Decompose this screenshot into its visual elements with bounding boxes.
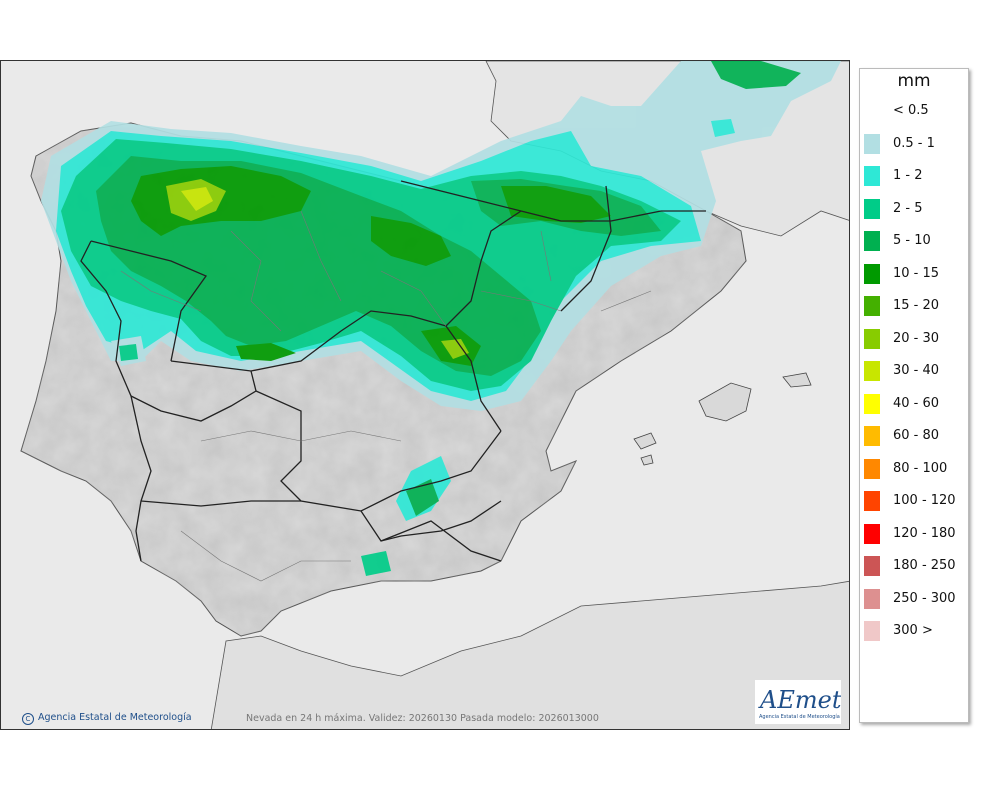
legend-swatch [864,556,880,576]
legend-swatch [864,426,880,446]
africa-land [210,580,849,729]
legend-label: 180 - 250 [893,558,956,573]
region-borders [90,185,612,562]
legend-label: 80 - 100 [893,460,948,476]
legend-item: 15 - 20 [864,296,966,316]
legend: mm < 0.5 0.5 - 1 1 - 2 2 - 5 5 - 10 10 - 15 15… [859,68,969,723]
legend-item: 60 - 80 [864,426,966,446]
legend-item: 0.5 - 1 [864,133,966,154]
legend-item: 5 - 10 [864,231,966,251]
legend-label: 300 > [893,623,933,638]
legend-swatch [864,101,880,121]
legend-swatch [864,328,880,349]
legend-label: 15 - 20 [893,298,940,313]
credit-text: Agencia Estatal de Meteorología [38,712,192,723]
legend-item: 10 - 15 [864,263,966,284]
legend-swatch [864,491,880,511]
logo-subtitle: Agencia Estatal de Meteorología [759,713,840,720]
snowfall-map [20,61,849,729]
legend-swatch [864,621,880,641]
copyright-icon: C [22,713,34,725]
legend-item: 180 - 250 [864,556,966,576]
legend-swatch [864,361,880,381]
legend-swatch [864,296,880,316]
legend-swatch [864,133,880,154]
legend-label: < 0.5 [893,103,929,118]
legend-label: 1 - 2 [893,168,923,183]
legend-item: 120 - 180 [864,523,966,544]
map-caption: Nevada en 24 h máxima. Validez: 20260130… [246,713,599,724]
credit: C Agencia Estatal de Meteorología [22,712,192,725]
legend-item: 20 - 30 [864,328,966,349]
legend-swatch [864,393,880,414]
legend-label: 0.5 - 1 [893,135,935,151]
legend-label: 10 - 15 [893,265,940,281]
legend-label: 2 - 5 [893,200,923,216]
legend-item: 40 - 60 [864,393,966,414]
legend-item: < 0.5 [864,101,966,121]
legend-item: 2 - 5 [864,198,966,219]
legend-item: 300 > [864,621,966,641]
legend-label: 20 - 30 [893,330,940,346]
mallorca [698,382,752,422]
legend-label: 40 - 60 [893,395,940,411]
map-frame [0,60,850,730]
france-border [400,180,706,222]
aemet-logo: AEmet Agencia Estatal de Meteorología [755,680,842,724]
legend-label: 120 - 180 [893,525,956,541]
legend-label: 60 - 80 [893,428,940,443]
legend-swatch [864,263,880,284]
legend-item: 80 - 100 [864,458,966,479]
legend-swatch [864,523,880,544]
formentera [640,454,654,466]
legend-item: 1 - 2 [864,166,966,186]
legend-unit: mm [897,71,931,91]
legend-label: 100 - 120 [893,493,956,508]
logo-wordmark: AEmet [758,686,841,714]
legend-swatch [864,166,880,186]
legend-item: 100 - 120 [864,491,966,511]
legend-label: 250 - 300 [893,590,956,606]
legend-item: 30 - 40 [864,361,966,381]
legend-label: 30 - 40 [893,363,940,378]
legend-label: 5 - 10 [893,233,931,248]
portugal-border [80,240,152,562]
legend-item: 250 - 300 [864,588,966,609]
legend-swatch [864,231,880,251]
legend-swatch [864,198,880,219]
menorca [782,372,812,388]
province-borders [120,210,652,582]
legend-swatch [864,588,880,609]
legend-swatch [864,458,880,479]
ibiza [633,432,657,450]
